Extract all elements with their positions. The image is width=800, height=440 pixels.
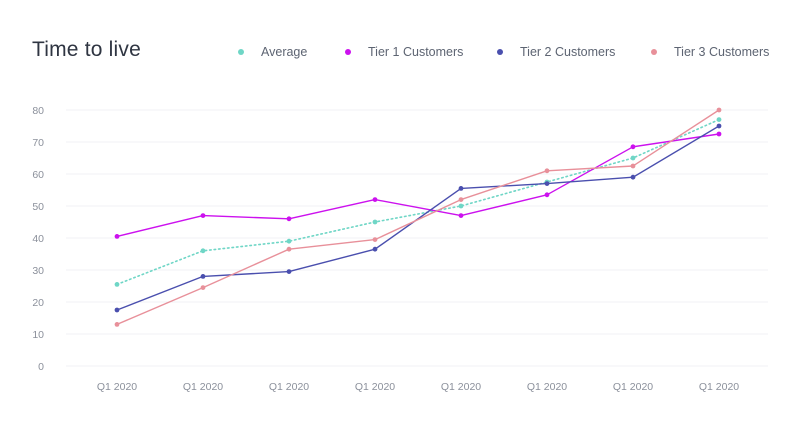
data-point[interactable] <box>286 246 292 252</box>
x-tick-label: Q1 2020 <box>613 381 653 393</box>
data-point[interactable] <box>372 219 378 225</box>
legend-item-average[interactable]: Average <box>238 45 307 59</box>
legend-label: Tier 2 Customers <box>520 45 616 59</box>
x-tick-label: Q1 2020 <box>269 381 309 393</box>
series-line[interactable] <box>116 125 720 311</box>
series-line[interactable] <box>116 109 720 326</box>
data-point[interactable] <box>458 203 464 209</box>
legend-dot-icon <box>345 49 351 55</box>
x-tick-label: Q1 2020 <box>355 381 395 393</box>
data-point[interactable] <box>716 123 722 129</box>
data-point[interactable] <box>630 163 636 169</box>
y-tick-label: 10 <box>32 329 44 341</box>
legend-dot-icon <box>497 49 503 55</box>
y-axis-ticks: 0 10 20 30 40 50 60 70 80 <box>32 105 44 373</box>
data-point[interactable] <box>114 234 120 239</box>
y-tick-label: 20 <box>32 297 44 309</box>
series-tier-2-customers <box>114 123 722 313</box>
data-point[interactable] <box>200 274 206 279</box>
legend-label: Tier 3 Customers <box>674 45 770 59</box>
data-point[interactable] <box>286 216 292 222</box>
y-tick-label: 30 <box>32 265 44 277</box>
data-point[interactable] <box>716 107 722 113</box>
series-lines <box>114 107 722 327</box>
data-point[interactable] <box>200 248 206 254</box>
data-point[interactable] <box>372 246 378 252</box>
x-tick-label: Q1 2020 <box>97 381 137 393</box>
data-point[interactable] <box>544 181 550 187</box>
data-point[interactable] <box>372 237 378 243</box>
data-point[interactable] <box>200 213 206 219</box>
data-point[interactable] <box>630 155 636 161</box>
legend-item-tier-3[interactable]: Tier 3 Customers <box>651 45 769 59</box>
x-tick-label: Q1 2020 <box>441 381 481 393</box>
legend-item-tier-2[interactable]: Tier 2 Customers <box>497 45 615 59</box>
data-point[interactable] <box>372 197 378 203</box>
data-point[interactable] <box>544 192 550 198</box>
data-point[interactable] <box>630 144 636 150</box>
legend: Average Tier 1 Customers Tier 2 Customer… <box>0 45 800 65</box>
data-point[interactable] <box>114 307 120 313</box>
x-tick-label: Q1 2020 <box>699 381 739 393</box>
series-average <box>114 117 722 287</box>
gridlines <box>66 109 768 367</box>
legend-dot-icon <box>238 49 244 55</box>
y-tick-label: 80 <box>32 105 44 117</box>
series-line[interactable] <box>116 118 720 286</box>
data-point[interactable] <box>716 131 722 137</box>
data-point[interactable] <box>458 186 464 191</box>
data-point[interactable] <box>458 213 464 219</box>
y-tick-label: 50 <box>32 201 44 213</box>
chart-title: Time to live <box>32 38 141 61</box>
x-tick-label: Q1 2020 <box>527 381 567 393</box>
data-point[interactable] <box>458 197 464 203</box>
data-point[interactable] <box>286 269 292 274</box>
data-point[interactable] <box>200 285 206 290</box>
y-tick-label: 40 <box>32 233 44 245</box>
series-tier-3-customers <box>114 107 722 327</box>
data-point[interactable] <box>716 117 722 122</box>
data-point[interactable] <box>630 174 636 180</box>
data-point[interactable] <box>286 238 292 244</box>
y-tick-label: 70 <box>32 137 44 149</box>
legend-item-tier-1[interactable]: Tier 1 Customers <box>345 45 463 59</box>
x-tick-label: Q1 2020 <box>183 381 223 393</box>
legend-label: Average <box>261 45 308 59</box>
y-tick-label: 60 <box>32 169 44 181</box>
legend-dot-icon <box>651 49 657 55</box>
data-point[interactable] <box>114 322 120 327</box>
series-line[interactable] <box>116 133 720 238</box>
series-tier-1-customers <box>114 131 722 239</box>
y-tick-label: 0 <box>38 361 44 373</box>
x-axis-ticks: Q1 2020 Q1 2020 Q1 2020 Q1 2020 Q1 2020 Q1 20… <box>97 381 739 393</box>
data-point[interactable] <box>544 168 550 174</box>
data-point[interactable] <box>114 282 120 287</box>
legend-label: Tier 1 Customers <box>368 45 464 59</box>
